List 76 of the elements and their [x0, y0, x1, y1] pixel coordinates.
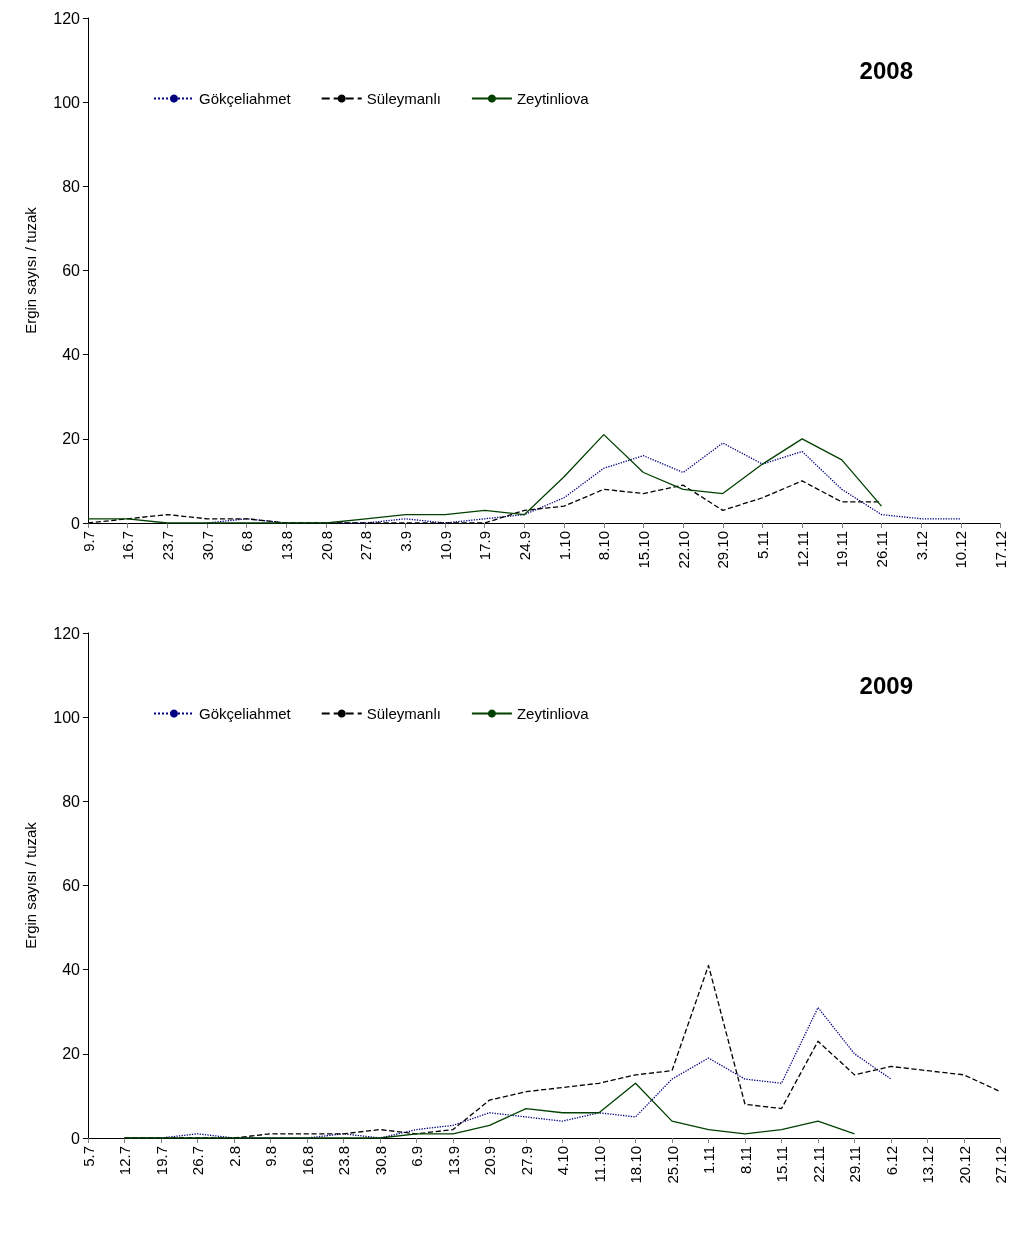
- x-tick-label: 30.7: [198, 531, 216, 561]
- x-tick-label: 22.10: [674, 531, 692, 569]
- x-tick-label: 8.10: [595, 531, 613, 561]
- x-tick-label: 10.9: [436, 531, 454, 561]
- x-tick-label: 20.9: [481, 1146, 498, 1176]
- x-tick-label: 16.8: [298, 1146, 316, 1176]
- x-tick-label: 6.9: [408, 1146, 425, 1167]
- x-tick-label: 12.11: [793, 531, 811, 568]
- x-tick-label: 3.12: [912, 531, 930, 561]
- legend-label: Zeytinliova: [516, 90, 590, 107]
- y-tick-label: 100: [53, 708, 81, 726]
- y-axis-title: Ergin sayısı / tuzak: [22, 821, 39, 949]
- x-tick-label: 23.8: [335, 1146, 352, 1176]
- x-tick-label: 6.8: [238, 531, 256, 552]
- x-tick-label: 13.8: [277, 531, 295, 561]
- y-axis-title: Ergin sayısı / tuzak: [22, 206, 39, 334]
- x-tick-label: 9.8: [262, 1146, 279, 1167]
- y-tick-label: 0: [71, 514, 81, 532]
- y-tick-label: 60: [62, 262, 81, 279]
- x-tick-label: 27.9: [517, 1146, 535, 1176]
- x-tick-label: 17.9: [476, 531, 494, 561]
- x-tick-label: 3.9: [396, 531, 414, 552]
- x-tick-label: 5.7: [79, 1146, 97, 1167]
- x-tick-label: 4.10: [554, 1146, 571, 1176]
- x-tick-label: 25.10: [663, 1146, 681, 1184]
- y-tick-label: 120: [53, 9, 81, 27]
- y-tick-label: 120: [53, 624, 81, 642]
- y-tick-label: 80: [62, 792, 81, 810]
- x-tick-label: 13.9: [444, 1146, 462, 1176]
- x-tick-label: 10.12: [952, 531, 970, 569]
- x-tick-label: 26.11: [872, 531, 890, 568]
- x-tick-label: 9.7: [79, 531, 97, 552]
- x-tick-label: 22.11: [809, 1146, 827, 1183]
- y-tick-label: 40: [62, 961, 81, 979]
- x-tick-label: 27.12: [992, 1146, 1009, 1184]
- x-tick-label: 20.12: [955, 1146, 973, 1184]
- x-tick-label: 18.10: [627, 1146, 644, 1184]
- x-tick-label: 15.11: [773, 1146, 790, 1183]
- x-tick-label: 8.11: [736, 1146, 754, 1175]
- y-tick-label: 60: [62, 877, 81, 894]
- x-tick-label: 15.10: [634, 531, 652, 569]
- x-tick-label: 1.11: [700, 1146, 717, 1175]
- x-tick-label: 2.8: [225, 1146, 243, 1167]
- x-tick-label: 26.7: [189, 1146, 206, 1176]
- y-tick-label: 0: [71, 1129, 81, 1147]
- y-tick-label: 100: [53, 93, 81, 111]
- y-tick-label: 20: [62, 1045, 81, 1063]
- x-tick-label: 1.10: [555, 531, 573, 561]
- x-tick-label: 20.8: [317, 531, 335, 561]
- line-series: [123, 1082, 856, 1139]
- x-tick-label: 29.11: [846, 1146, 863, 1183]
- y-tick-label: 20: [62, 430, 81, 448]
- x-tick-label: 30.8: [371, 1146, 389, 1176]
- y-tick-label: 80: [62, 177, 81, 195]
- y-tick-label: 40: [62, 346, 81, 364]
- x-tick-label: 16.7: [119, 531, 137, 561]
- legend-label: Zeytinliova: [516, 705, 590, 722]
- legend-label: Gökçeliahmet: [199, 705, 292, 722]
- x-tick-label: 29.10: [714, 531, 732, 569]
- x-tick-label: 19.7: [152, 1146, 170, 1176]
- x-tick-label: 17.12: [992, 531, 1009, 569]
- x-tick-label: 12.7: [116, 1146, 133, 1176]
- x-tick-label: 27.8: [357, 531, 375, 561]
- x-tick-label: 23.7: [158, 531, 176, 561]
- text: 2009: [859, 671, 913, 699]
- x-tick-label: 13.12: [919, 1146, 936, 1184]
- line-series: [87, 433, 883, 524]
- x-tick-label: 5.11: [753, 531, 771, 560]
- x-tick-label: 24.9: [515, 531, 533, 561]
- x-tick-label: 11.10: [590, 1146, 608, 1183]
- legend-label: Süleymanlı: [366, 705, 441, 722]
- text: 2008: [859, 56, 913, 84]
- x-tick-label: 19.11: [833, 531, 851, 568]
- legend-label: Gökçeliahmet: [199, 90, 292, 107]
- x-tick-label: 6.12: [882, 1146, 900, 1176]
- legend-label: Süleymanlı: [366, 90, 441, 107]
